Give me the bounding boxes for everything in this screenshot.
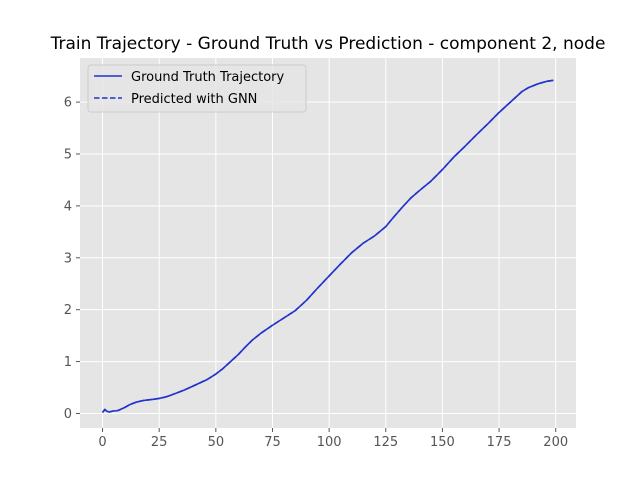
legend-label-predicted: Predicted with GNN [131,92,257,107]
x-tick-label: 75 [264,435,281,450]
chart-title: Train Trajectory - Ground Truth vs Predi… [50,34,606,54]
x-tick-label: 175 [487,435,512,450]
x-tick-label: 50 [208,435,225,450]
x-tick-label: 200 [543,435,568,450]
legend-label-ground-truth: Ground Truth Trajectory [131,70,285,85]
x-tick-label: 150 [430,435,455,450]
y-tick-label: 4 [64,199,72,214]
legend: Ground Truth Trajectory Predicted with G… [87,64,307,113]
grid-lines [80,58,576,428]
legend-box [87,64,307,113]
x-tick-label: 25 [151,435,168,450]
y-tick-label: 3 [64,251,72,266]
y-tick-label: 0 [64,407,72,422]
x-axis: 0 25 50 75 100 125 150 175 200 [98,428,568,450]
y-tick-label: 1 [64,355,72,370]
series-layer [101,79,554,413]
plot-area [80,58,576,428]
y-tick-label: 6 [64,96,72,111]
x-tick-label: 125 [373,435,398,450]
y-tick-label: 2 [64,303,72,318]
y-axis: 0 1 2 3 4 5 6 [64,96,80,422]
x-tick-label: 100 [317,435,342,450]
series-line-predicted [101,79,554,413]
y-tick-label: 5 [64,148,72,163]
x-tick-label: 0 [98,435,106,450]
